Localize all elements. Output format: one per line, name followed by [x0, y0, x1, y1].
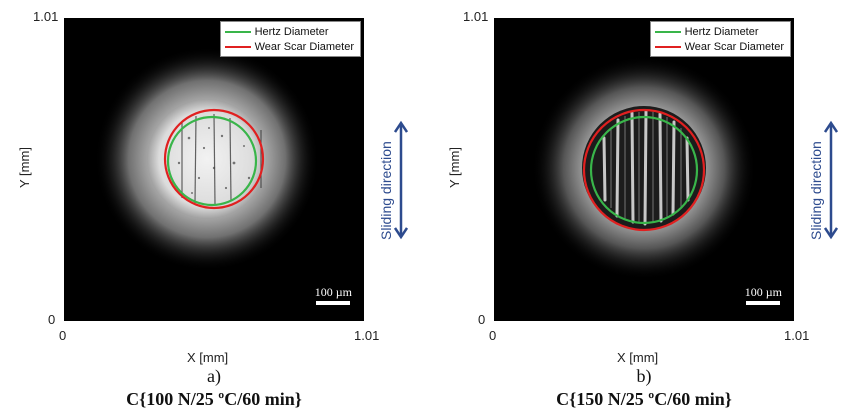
- wear-scar-circle: [582, 108, 706, 232]
- subfigure-label: a): [207, 366, 221, 386]
- scale-bar-line: [746, 301, 781, 305]
- legend-swatch-green: [224, 30, 251, 33]
- y-axis-label: Y [mm]: [447, 147, 462, 188]
- y-max-tick: 1.01: [33, 9, 59, 24]
- x-axis-label: X [mm]: [617, 350, 659, 365]
- wear-scar-circle: [163, 108, 265, 210]
- x-axis-label: X [mm]: [187, 350, 229, 365]
- sliding-direction: Sliding direction: [372, 120, 417, 240]
- legend-item-hertz: Hertz Diameter: [654, 24, 784, 39]
- hertz-diameter-circle: [166, 115, 258, 207]
- legend-label: Hertz Diameter: [684, 25, 759, 38]
- legend: Hertz Diameter Wear Scar Diameter: [649, 21, 791, 57]
- scale-label: 100 µm: [744, 285, 782, 299]
- legend-item-hertz: Hertz Diameter: [224, 24, 354, 39]
- scale-bar: 100 µm: [315, 285, 352, 305]
- y-min-tick: 0: [48, 312, 56, 327]
- wear-tracks: [602, 109, 690, 226]
- double-arrow-icon: [394, 120, 408, 240]
- y-min-tick: 0: [478, 312, 486, 327]
- legend-item-wear: Wear Scar Diameter: [654, 39, 784, 54]
- scale-label: 100 µm: [314, 285, 352, 299]
- hertz-diameter-circle: [589, 115, 699, 225]
- sliding-direction-label: Sliding direction: [808, 141, 824, 240]
- micrograph-b: [532, 56, 756, 280]
- legend-label: Hertz Diameter: [254, 25, 329, 38]
- wear-tracks: [181, 113, 262, 205]
- y-axis-label: Y [mm]: [17, 147, 32, 188]
- scale-bar-line: [316, 301, 351, 305]
- x-max-tick: 1.01: [354, 328, 380, 343]
- legend-item-wear: Wear Scar Diameter: [224, 39, 354, 54]
- x-min-tick: 0: [59, 328, 67, 343]
- x-max-tick: 1.01: [784, 328, 810, 343]
- wear-tracks-fine: [610, 112, 682, 223]
- sliding-direction-label: Sliding direction: [378, 141, 394, 240]
- panel-caption: C{150 N/25 ºC/60 min}: [556, 389, 732, 409]
- wear-scar-image-b: Hertz Diameter Wear Scar Diameter 100 µm: [494, 18, 794, 321]
- x-min-tick: 0: [489, 328, 497, 343]
- legend-label: Wear Scar Diameter: [254, 40, 354, 53]
- debris-speckles: [177, 127, 251, 194]
- legend: Hertz Diameter Wear Scar Diameter: [219, 21, 361, 57]
- panel-a: Hertz Diameter Wear Scar Diameter 100 µm…: [0, 0, 422, 414]
- y-max-tick: 1.01: [463, 9, 489, 24]
- scale-bar: 100 µm: [745, 285, 782, 305]
- panel-b: Hertz Diameter Wear Scar Diameter 100 µm…: [430, 0, 845, 414]
- legend-swatch-green: [654, 30, 681, 33]
- subfigure-label: b): [636, 366, 652, 386]
- double-arrow-icon: [824, 120, 838, 240]
- panel-caption: C{100 N/25 ºC/60 min}: [126, 389, 302, 409]
- sliding-direction: Sliding direction: [802, 120, 845, 240]
- legend-swatch-red: [654, 45, 681, 48]
- micrograph-a: [95, 47, 319, 271]
- legend-swatch-red: [224, 45, 251, 48]
- wear-scar-image-a: Hertz Diameter Wear Scar Diameter 100 µm: [64, 18, 364, 321]
- legend-label: Wear Scar Diameter: [684, 40, 784, 53]
